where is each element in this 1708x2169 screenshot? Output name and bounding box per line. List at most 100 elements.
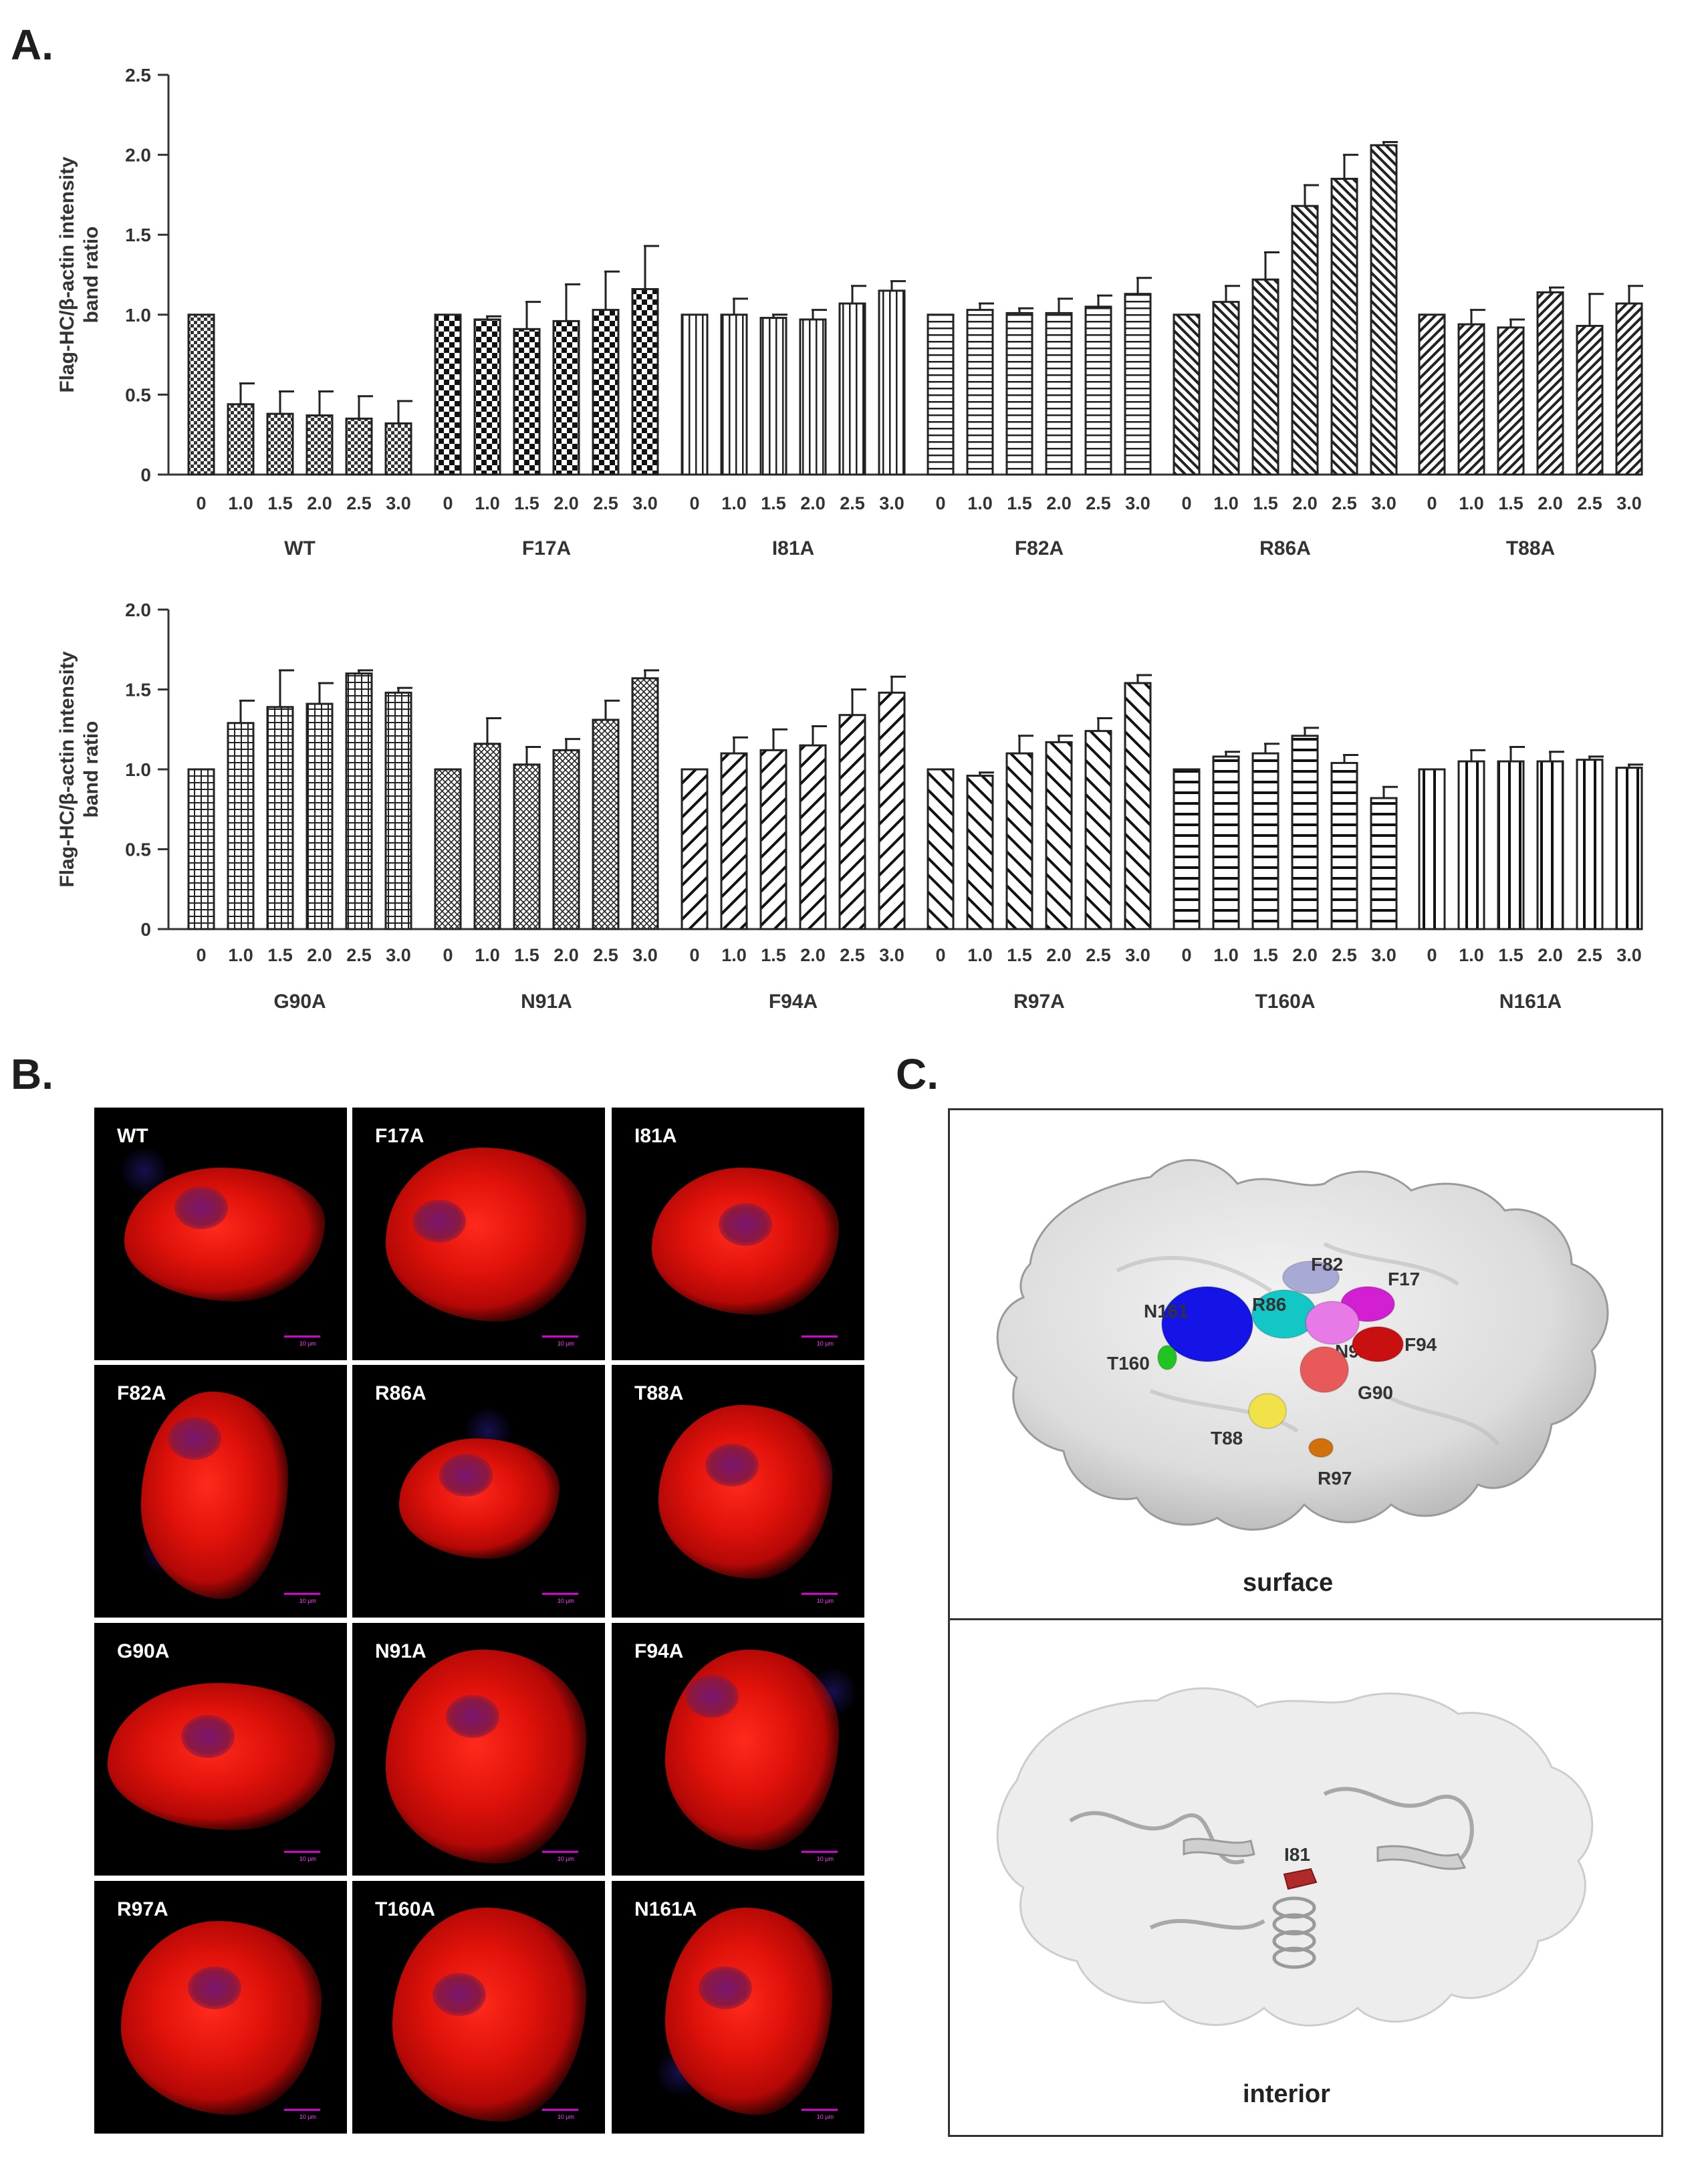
bar — [345, 417, 373, 476]
x-tick-label: 2.5 — [1577, 945, 1602, 965]
residue-patch — [1282, 1261, 1340, 1294]
scale-bar-label: 10 µm — [557, 1856, 574, 1862]
scale-bar-label: 10 µm — [816, 1856, 834, 1862]
x-tick-label: 2.5 — [346, 493, 372, 513]
interior-view-box: I81 interior — [948, 1618, 1663, 2137]
bar — [1124, 293, 1152, 476]
series-T160A: 0 1.0 1.5 2.0 2.5 3.0 T160A — [1173, 727, 1398, 1013]
micrograph-label: F17A — [375, 1125, 424, 1147]
y-tick-label: 0.5 — [125, 840, 151, 860]
micrograph-label: G90A — [117, 1640, 170, 1662]
cell-nucleus — [705, 1444, 759, 1487]
bar — [473, 743, 501, 930]
cell-nucleus — [699, 1966, 752, 2009]
residue-F82: F82 — [1282, 1254, 1343, 1294]
bar — [384, 691, 412, 930]
scale-bar-label: 10 µm — [299, 1340, 316, 1347]
micrograph-label: N161A — [634, 1898, 697, 1920]
x-tick-label: 3.0 — [386, 493, 411, 513]
x-tick-label: 2.0 — [800, 493, 826, 513]
cell-nucleus — [181, 1715, 235, 1758]
y-tick-label: 1.5 — [125, 225, 151, 245]
x-tick-label: 0 — [196, 493, 206, 513]
group-label: T160A — [1255, 991, 1315, 1013]
x-tick-label: 0 — [689, 945, 699, 965]
bar — [1291, 735, 1319, 930]
panel-a-label: A. — [11, 21, 53, 69]
x-tick-label: 3.0 — [1125, 945, 1150, 965]
x-tick-label: 2.0 — [1046, 493, 1072, 513]
micrograph-R86A: R86A 10 µm — [352, 1365, 605, 1618]
scale-bar — [542, 1335, 578, 1337]
micrograph-T88A: T88A 10 µm — [612, 1365, 864, 1618]
micrograph-label: WT — [117, 1125, 148, 1147]
bar — [434, 768, 462, 930]
x-tick-label: 1.5 — [1498, 945, 1523, 965]
micrograph-F94A: F94A 10 µm — [612, 1623, 864, 1876]
scale-bar — [284, 1593, 320, 1595]
cell-nucleus — [439, 1454, 493, 1497]
group-label: R97A — [1013, 991, 1065, 1013]
bar — [1045, 311, 1073, 476]
residue-label: R97 — [1318, 1468, 1352, 1489]
bar — [720, 313, 748, 476]
surface-view-box: F82 F17 R86 N161 N91 F94 T160 G90 T88 R97 surface — [948, 1108, 1663, 1624]
residue-patch — [1248, 1393, 1287, 1429]
micrograph-label: F82A — [117, 1382, 166, 1404]
residue-R86: R86 — [1251, 1289, 1317, 1339]
bar — [1124, 682, 1152, 930]
cell-nucleus — [412, 1200, 466, 1243]
bar — [966, 309, 994, 476]
bar — [266, 412, 294, 476]
bar — [878, 289, 906, 476]
bar — [1212, 301, 1240, 476]
residue-label: F82 — [1311, 1254, 1343, 1275]
micrograph-F82A: F82A 10 µm — [94, 1365, 347, 1618]
micrograph-R97A: R97A 10 µm — [94, 1881, 347, 2134]
bar — [681, 313, 709, 476]
bar — [592, 309, 620, 476]
bar — [1330, 177, 1358, 476]
micrograph-label: R97A — [117, 1898, 168, 1920]
bar — [1370, 144, 1398, 476]
group-label: WT — [284, 537, 316, 559]
group-label: R86A — [1259, 537, 1311, 559]
bar — [1457, 760, 1485, 930]
bar — [1536, 760, 1564, 930]
residue-G90: G90 — [1300, 1346, 1393, 1403]
scale-bar-label: 10 µm — [816, 1340, 834, 1347]
x-tick-label: 2.0 — [800, 945, 826, 965]
x-tick-label: 0 — [1427, 493, 1437, 513]
panel-c-label: C. — [896, 1050, 939, 1098]
surface-caption: surface — [1243, 1569, 1334, 1597]
x-tick-label: 1.0 — [721, 493, 747, 513]
x-tick-label: 2.0 — [1292, 945, 1318, 965]
x-tick-label: 3.0 — [632, 945, 658, 965]
bar — [1084, 730, 1112, 930]
micrograph-WT: WT 10 µm — [94, 1108, 347, 1360]
x-tick-label: 1.5 — [514, 493, 539, 513]
scale-bar — [284, 1335, 320, 1337]
bar — [552, 320, 580, 476]
bar — [227, 722, 255, 930]
bar-chart-2: 0 0.5 1.0 1.5 2.0 Flag-HC/β-actin intensity ba… — [56, 600, 1643, 1013]
x-tick-label: 1.0 — [228, 945, 253, 965]
scale-bar — [802, 2109, 838, 2111]
interior-residue-label: I81 — [1284, 1844, 1310, 1865]
bar — [1330, 761, 1358, 930]
residue-patch — [1161, 1286, 1253, 1362]
series-R97A: 0 1.0 1.5 2.0 2.5 3.0 R97A — [927, 674, 1152, 1013]
residue-F94: F94 — [1352, 1326, 1437, 1362]
group-label: F17A — [522, 537, 571, 559]
group-label: N161A — [1499, 991, 1562, 1013]
x-tick-label: 0 — [689, 493, 699, 513]
micrograph-F17A: F17A 10 µm — [352, 1108, 605, 1360]
series-N161A: 0 1.0 1.5 2.0 2.5 3.0 N161A — [1418, 746, 1643, 1013]
y-axis-label: band ratio — [80, 226, 102, 323]
bar — [759, 317, 787, 476]
x-tick-label: 0 — [935, 945, 945, 965]
bar — [1418, 313, 1446, 476]
cell-nucleus — [719, 1203, 772, 1246]
bar — [592, 719, 620, 930]
scale-bar — [542, 1593, 578, 1595]
